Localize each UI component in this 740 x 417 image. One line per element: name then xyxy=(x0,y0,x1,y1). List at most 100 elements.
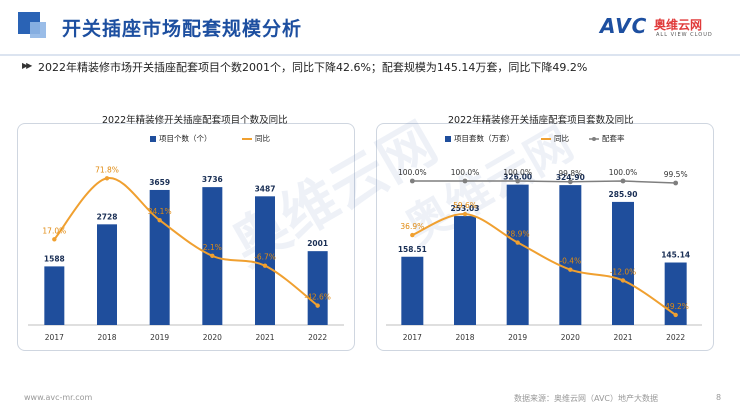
rate-value-label: 99.5% xyxy=(664,170,688,179)
brand-tagline: ALL VIEW CLOUD xyxy=(656,32,713,38)
yoy-point xyxy=(315,303,320,308)
x-tick-label: 2021 xyxy=(613,333,632,342)
yoy-value-label: 59.6% xyxy=(453,201,477,210)
yoy-value-label: -42.6% xyxy=(304,293,331,302)
yoy-value-label: 71.8% xyxy=(95,165,119,174)
x-tick-label: 2019 xyxy=(150,333,169,342)
bar xyxy=(97,224,117,325)
yoy-line xyxy=(411,213,677,316)
yoy-value-label: -0.4% xyxy=(559,257,581,266)
yoy-line xyxy=(53,177,319,307)
bar-value-label: 3659 xyxy=(149,178,170,187)
rate-point xyxy=(567,179,573,185)
chart-panel-units xyxy=(376,123,714,351)
bar xyxy=(454,216,476,325)
bar xyxy=(44,266,65,325)
x-tick-label: 2017 xyxy=(403,333,422,342)
header-band: 开关插座市场配套规模分析 AVC 奥维云网 ALL VIEW CLOUD xyxy=(0,0,740,54)
summary-text: 2022年精装修市场开关插座配套项目个数2001个，同比下降42.6%；配套规模… xyxy=(38,61,588,74)
bar-value-label: 3736 xyxy=(202,175,223,184)
bar-value-label: 158.51 xyxy=(398,245,427,254)
bar-value-label: 253.03 xyxy=(451,204,480,213)
rate-value-label: 99.8% xyxy=(558,169,582,178)
legend-label: 同比 xyxy=(255,133,270,143)
bar xyxy=(664,262,687,325)
double-chevron-icon: ▶▶ xyxy=(22,61,32,70)
bar-value-label: 324.90 xyxy=(556,173,585,182)
bar xyxy=(255,196,275,325)
legend-swatch-bar xyxy=(150,136,156,142)
rate-value-label: 100.0% xyxy=(451,168,480,177)
yoy-point xyxy=(568,267,573,272)
yoy-point xyxy=(104,176,110,181)
yoy-point xyxy=(462,211,468,217)
x-tick-label: 2018 xyxy=(455,333,474,342)
legend-label: 配套率 xyxy=(602,133,625,143)
x-tick-label: 2020 xyxy=(561,333,580,342)
brand-name: 奥维云网 xyxy=(654,18,703,32)
bar xyxy=(559,185,582,325)
bar-value-label: 2728 xyxy=(97,212,118,221)
bar-value-label: 326.00 xyxy=(503,173,532,182)
rate-point xyxy=(673,180,679,186)
page-number: 8 xyxy=(716,393,722,402)
yoy-point xyxy=(620,278,626,283)
x-tick-label: 2022 xyxy=(308,333,327,342)
legend-label: 同比 xyxy=(554,133,569,143)
x-tick-label: 2018 xyxy=(97,333,116,342)
rate-point xyxy=(409,178,415,184)
yoy-point xyxy=(410,232,415,238)
chart-panel-projects xyxy=(17,123,355,351)
x-tick-label: 2021 xyxy=(255,333,274,342)
legend-label: 项目套数（万套） xyxy=(454,133,514,143)
chart-title-projects: 2022年精装修开关插座配套项目个数及同比 xyxy=(102,115,288,126)
brand-logo-mark: AVC xyxy=(600,14,648,38)
footer-source: 数据来源：奥维云网（AVC）地产大数据 xyxy=(514,394,659,403)
yoy-point xyxy=(262,263,268,268)
x-tick-label: 2019 xyxy=(508,333,527,342)
page-title: 开关插座市场配套规模分析 xyxy=(62,18,303,40)
yoy-value-label: 28.9% xyxy=(506,230,530,239)
bar-value-label: 3487 xyxy=(255,184,276,193)
yoy-value-label: -12.0% xyxy=(610,267,637,276)
bar-value-label: 2001 xyxy=(307,239,328,248)
legend-swatch-bar xyxy=(445,136,451,142)
bar xyxy=(506,184,529,325)
yoy-point xyxy=(157,218,162,223)
yoy-value-label: -6.7% xyxy=(254,253,276,262)
yoy-value-label: -49.2% xyxy=(662,302,689,311)
bar xyxy=(612,201,634,325)
rate-value-label: 100.0% xyxy=(609,168,638,177)
yoy-point xyxy=(52,237,57,242)
footer-url[interactable]: www.avc-mr.com xyxy=(24,393,93,402)
title-divider xyxy=(0,54,740,56)
chart-title-units: 2022年精装修开关插座配套项目套数及同比 xyxy=(448,115,634,126)
bar-value-label: 145.14 xyxy=(661,251,690,260)
legend-label: 项目个数（个） xyxy=(159,133,212,143)
rate-value-label: 100.0% xyxy=(398,168,427,177)
bar xyxy=(401,256,424,325)
title-decoration-accent xyxy=(30,22,46,38)
yoy-value-label: 2.1% xyxy=(203,243,222,252)
rate-value-label: 100.0% xyxy=(503,168,532,177)
x-tick-label: 2022 xyxy=(666,333,685,342)
brand-logo: AVC 奥维云网 ALL VIEW CLOUD xyxy=(600,14,730,44)
rate-line xyxy=(412,180,676,184)
yoy-value-label: 36.9% xyxy=(400,222,424,231)
bar xyxy=(307,251,328,325)
yoy-point xyxy=(515,240,520,245)
rate-point xyxy=(515,178,521,184)
yoy-value-label: 17.0% xyxy=(42,226,66,235)
legend-swatch-rate-dot xyxy=(592,137,596,141)
x-tick-label: 2020 xyxy=(203,333,222,342)
yoy-value-label: 34.1% xyxy=(148,207,172,216)
bar-value-label: 285.90 xyxy=(609,190,638,199)
rate-point xyxy=(620,178,626,184)
x-tick-label: 2017 xyxy=(45,333,64,342)
yoy-point xyxy=(673,312,678,318)
yoy-point xyxy=(210,253,215,259)
rate-point xyxy=(462,178,468,184)
bar-value-label: 1588 xyxy=(44,254,65,263)
summary-line: ▶▶ 2022年精装修市场开关插座配套项目个数2001个，同比下降42.6%；配… xyxy=(22,59,722,75)
